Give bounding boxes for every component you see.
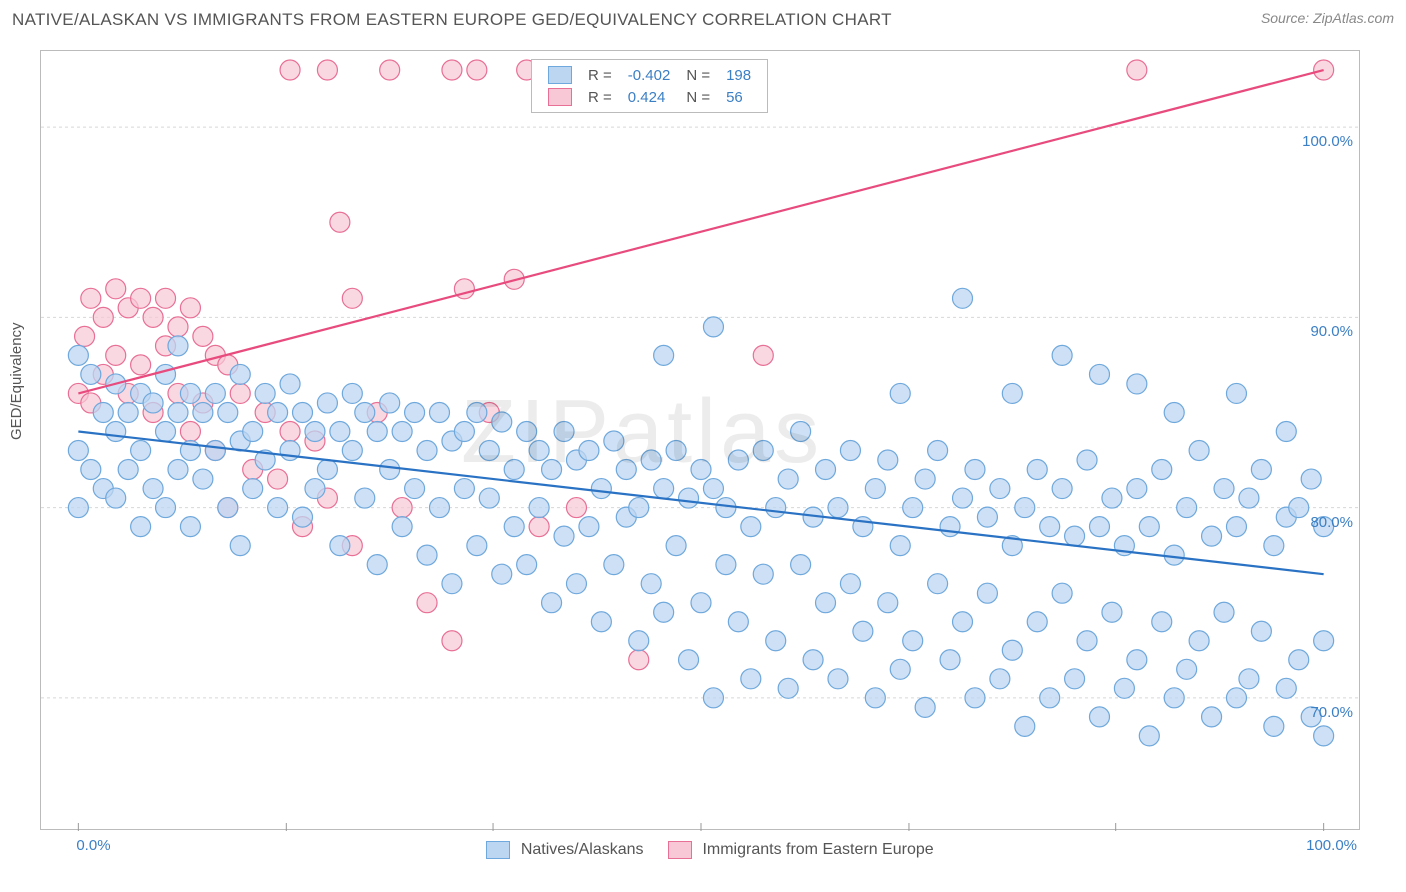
scatter-plot-svg <box>41 51 1361 831</box>
x-tick-label: 0.0% <box>76 837 110 854</box>
y-axis-label: GED/Equivalency <box>8 322 25 440</box>
legend-swatch-b <box>548 88 572 106</box>
series-a-name: Natives/Alaskans <box>521 841 644 858</box>
legend-row-series-b: R = 0.424 N = 56 <box>540 86 759 108</box>
source-attribution: Source: ZipAtlas.com <box>1261 10 1394 26</box>
r-value-a: -0.402 <box>620 64 679 86</box>
r-label: R = <box>580 86 620 108</box>
n-value-b: 56 <box>718 86 759 108</box>
chart-title: NATIVE/ALASKAN VS IMMIGRANTS FROM EASTER… <box>12 10 892 29</box>
series-legend: Natives/Alaskans Immigrants from Eastern… <box>41 841 1359 859</box>
y-tick-label: 90.0% <box>1310 323 1353 340</box>
r-label: R = <box>580 64 620 86</box>
n-label: N = <box>678 64 718 86</box>
legend-swatch-a <box>486 841 510 859</box>
r-value-b: 0.424 <box>620 86 679 108</box>
x-tick-label: 100.0% <box>1306 837 1357 854</box>
n-label: N = <box>678 86 718 108</box>
n-value-a: 198 <box>718 64 759 86</box>
legend-swatch-b <box>668 841 692 859</box>
correlation-legend: R = -0.402 N = 198 R = 0.424 N = 56 <box>531 59 768 113</box>
y-tick-label: 100.0% <box>1302 133 1353 150</box>
source-name[interactable]: ZipAtlas.com <box>1313 10 1394 26</box>
series-b-name: Immigrants from Eastern Europe <box>702 841 933 858</box>
y-tick-label: 80.0% <box>1310 514 1353 531</box>
chart-area: ZIPatlas R = -0.402 N = 198 R = 0.424 N … <box>40 50 1360 830</box>
legend-row-series-a: R = -0.402 N = 198 <box>540 64 759 86</box>
legend-swatch-a <box>548 66 572 84</box>
source-label: Source: <box>1261 10 1313 26</box>
y-tick-label: 70.0% <box>1310 704 1353 721</box>
